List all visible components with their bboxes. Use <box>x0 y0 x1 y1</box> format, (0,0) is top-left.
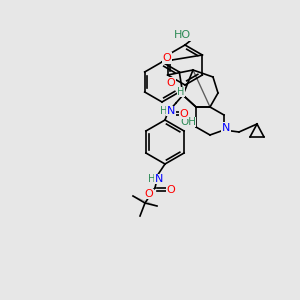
Text: H: H <box>160 106 168 116</box>
Text: OH: OH <box>180 117 196 127</box>
Text: H: H <box>148 174 155 184</box>
Text: HO: HO <box>173 30 190 40</box>
Text: O: O <box>145 189 153 199</box>
Text: O: O <box>163 53 171 63</box>
Text: O: O <box>167 78 176 88</box>
Text: N: N <box>222 123 230 133</box>
Text: O: O <box>180 109 188 119</box>
Text: N: N <box>167 106 175 116</box>
Text: H: H <box>177 87 185 97</box>
Text: N: N <box>155 174 163 184</box>
Text: O: O <box>167 185 176 195</box>
